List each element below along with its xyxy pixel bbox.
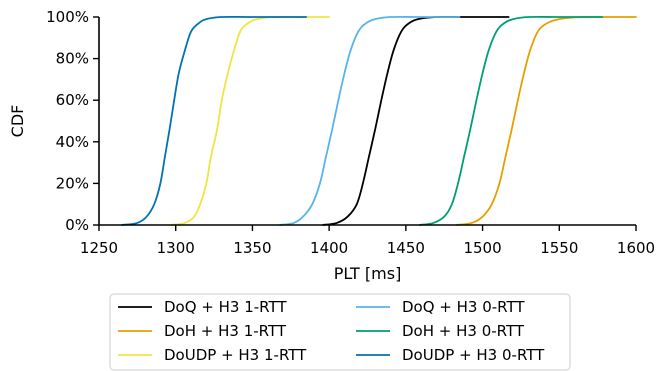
x-tick-label: 1550 [540, 239, 578, 257]
y-tick-label: 20% [56, 174, 89, 192]
y-tick-label: 100% [46, 8, 89, 26]
legend-item-doudp-h3-1-rtt: DoUDP + H3 1-RTT [118, 346, 307, 364]
y-axis-label: CDF [8, 105, 27, 138]
y-tick-label: 0% [65, 216, 89, 234]
series-line-doh-h3-0-rtt [418, 15, 604, 226]
series-line-doudp-h3-0-rtt [121, 15, 308, 226]
legend-label: DoQ + H3 0-RTT [402, 298, 525, 316]
series-line-doh-h3-1-rtt [455, 15, 637, 226]
x-tick-label: 1500 [463, 239, 501, 257]
legend-label: DoH + H3 0-RTT [402, 322, 525, 340]
x-tick-label: 1450 [387, 239, 425, 257]
x-tick-label: 1400 [310, 239, 348, 257]
legend-label: DoUDP + H3 1-RTT [164, 346, 307, 364]
x-tick-label: 1250 [80, 239, 118, 257]
legend-item-doq-h3-0-rtt: DoQ + H3 0-RTT [356, 298, 525, 316]
series-line-doudp-h3-1-rtt [170, 15, 331, 226]
x-tick-label: 1600 [617, 239, 655, 257]
series-curves [121, 15, 637, 226]
x-tick-label: 1300 [157, 239, 195, 257]
legend-item-doh-h3-1-rtt: DoH + H3 1-RTT [118, 322, 287, 340]
legend-item-doudp-h3-0-rtt: DoUDP + H3 0-RTT [356, 346, 545, 364]
legend-item-doq-h3-1-rtt: DoQ + H3 1-RTT [118, 298, 287, 316]
series-line-doq-h3-0-rtt [279, 15, 461, 226]
x-ticks: 1250 1300 1350 1400 1450 1500 1550 1600 [80, 225, 655, 257]
axes: 1250 1300 1350 1400 1450 1500 1550 1600 0% 20% 40… [8, 8, 655, 283]
legend-item-doh-h3-0-rtt: DoH + H3 0-RTT [356, 322, 525, 340]
legend-label: DoH + H3 1-RTT [164, 322, 287, 340]
x-tick-label: 1350 [233, 239, 271, 257]
y-tick-label: 80% [56, 50, 89, 68]
legend: DoQ + H3 1-RTT DoQ + H3 0-RTT DoH + H3 1-R… [109, 293, 571, 371]
legend-items: DoQ + H3 1-RTT DoQ + H3 0-RTT DoH + H3 1-R… [118, 298, 545, 364]
y-ticks: 0% 20% 40% 60% 80% 100% [46, 8, 99, 234]
x-axis-label: PLT [ms] [334, 264, 402, 283]
legend-frame [109, 293, 571, 371]
legend-label: DoQ + H3 1-RTT [164, 298, 287, 316]
y-tick-label: 60% [56, 91, 89, 109]
y-tick-label: 40% [56, 133, 89, 151]
legend-label: DoUDP + H3 0-RTT [402, 346, 545, 364]
